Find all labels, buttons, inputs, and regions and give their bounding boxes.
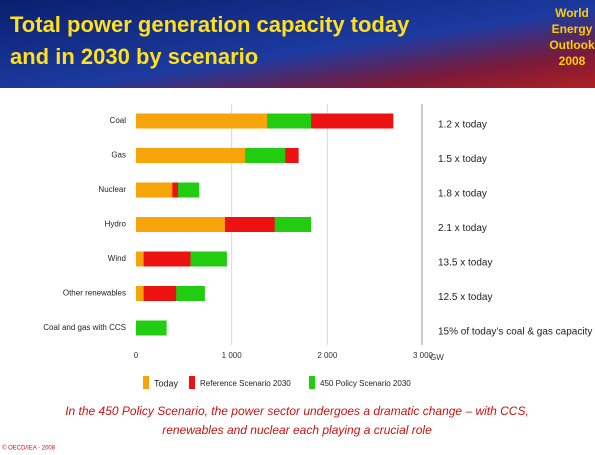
y-tick-label: Gas [111,151,126,160]
annotation: 15% of today’s coal & gas capacity [438,327,592,338]
annotation: 13.5 x today [438,258,492,269]
x-tick-label: 1 000 [222,351,243,360]
bar [136,251,144,267]
bar [136,217,225,232]
bar [136,182,173,198]
legend-label: Reference Scenario 2030 [200,379,291,388]
y-tick-label: Hydro [105,220,127,229]
legend-swatch [189,376,195,389]
caption-line: renewables and nuclear each playing a cr… [162,423,432,437]
legend-swatch [309,376,315,389]
bar [136,251,191,267]
bar [136,320,167,336]
legend-label: 450 Policy Scenario 2030 [320,379,411,388]
annotation: 2.1 x today [438,223,487,234]
annotation: 12.5 x today [438,292,492,303]
bar [136,286,177,301]
x-axis-label: GW [430,353,444,362]
x-tick-label: 3 000 [413,351,434,360]
bar [136,148,246,163]
x-tick-label: 0 [134,351,139,360]
bar [136,286,144,301]
bar [136,113,268,129]
x-tick-label: 2 000 [317,351,338,360]
logo-line: World [555,6,589,20]
annotation: 1.8 x today [438,189,487,200]
copyright: © OECD/IEA - 2008 [2,445,56,452]
title-line: and in 2030 by scenario [10,44,258,69]
annotation: 1.2 x today [438,120,487,131]
annotation: 1.5 x today [438,154,487,165]
y-tick-label: Wind [108,254,126,263]
y-tick-label: Other renewables [63,289,126,298]
y-tick-label: Coal and gas with CCS [43,323,126,332]
y-tick-label: Coal [110,116,127,125]
logo-line: Outlook [549,38,595,52]
logo-line: Energy [552,22,593,36]
y-tick-label: Nuclear [98,185,126,194]
legend-swatch [143,376,149,389]
legend-label: Today [154,378,179,388]
header-banner [0,0,595,88]
caption-line: In the 450 Policy Scenario, the power se… [65,404,529,418]
title-line: Total power generation capacity today [10,12,410,37]
logo-line: 2008 [559,54,586,68]
